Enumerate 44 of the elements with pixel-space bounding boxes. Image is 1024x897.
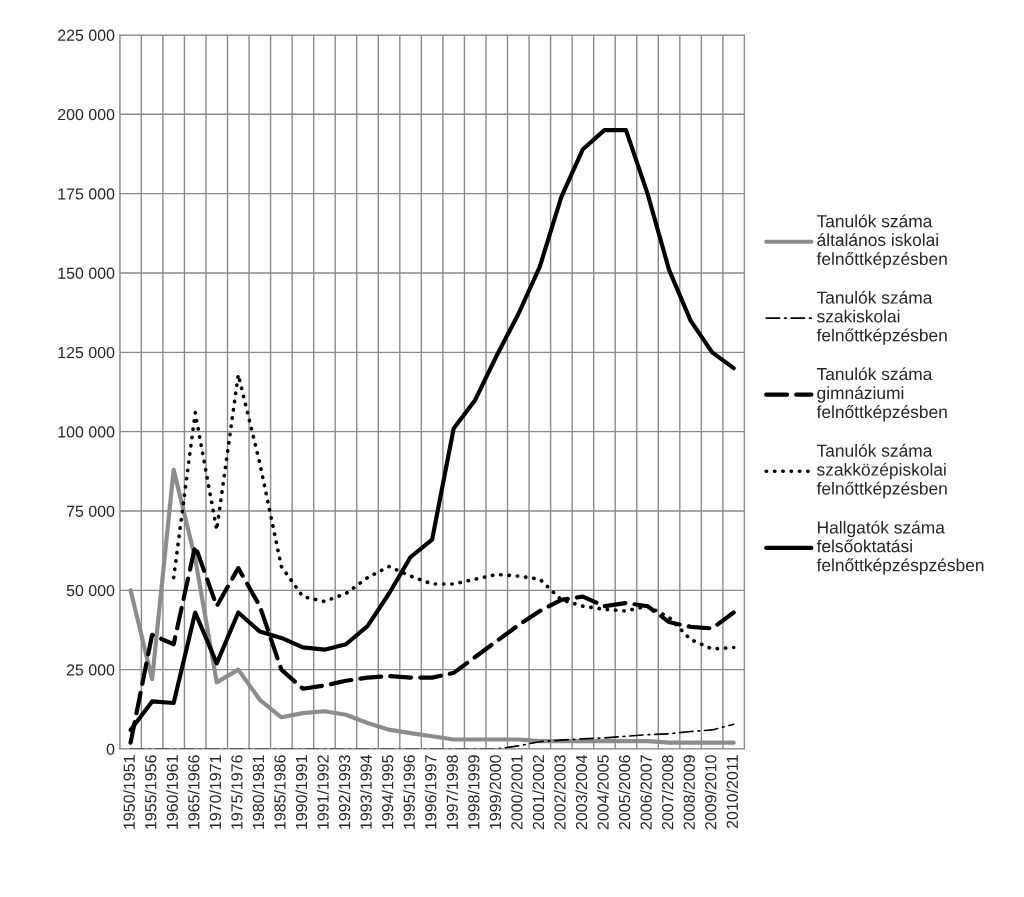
x-tick-label: 1998/1999 [467,755,480,829]
y-tick-label: 0 [106,743,115,755]
y-tick-label: 175 000 [58,188,115,200]
x-tick-label: 2005/2006 [618,755,631,830]
x-tick-label: 2003/2004 [575,755,588,830]
x-tick-label: 1950/1951 [123,755,135,829]
y-tick-label: 100 000 [58,426,115,438]
y-tick-label: 125 000 [58,346,115,359]
x-tick-label: 2007/2008 [661,755,674,830]
x-tick-label: 1992/1993 [338,755,351,829]
x-tick-label: 1995/1996 [403,755,415,829]
legend-label: Tanulók száma gimnáziumi felnőttképzésben [816,367,947,422]
x-tick-label: 1960/1961 [166,755,178,829]
x-tick-label: 2008/2009 [683,755,695,830]
legend-label: Hallgatók száma felsőoktatási felnőttképzéspzésben [816,520,984,575]
x-tick-label: 1996/1997 [424,755,437,829]
y-tick-label: 225 000 [58,29,115,41]
x-tick-label: 2006/2007 [640,755,652,830]
x-tick-label: 1985/1986 [273,755,286,829]
y-tick-label: 50 000 [66,584,115,597]
x-tick-label: 2001/2002 [532,755,545,830]
x-tick-label: 2000/2001 [510,755,523,830]
x-tick-label: 2010/2011 [726,755,738,829]
x-tick-label: 1980/1981 [252,755,265,829]
legend-label: Tanulók száma általános iskolai felnőttképzésben [816,214,947,269]
x-tick-label: 2002/2003 [553,755,566,830]
x-tick-label: 1991/1992 [316,755,329,829]
legend-label: Tanulók száma szakiskolai felnőttképzésben [816,290,947,345]
x-tick-label: 1990/1991 [295,755,308,829]
x-tick-label: 1970/1971 [209,755,222,829]
y-tick-label: 25 000 [66,664,115,676]
x-tick-label: 1965/1966 [187,755,200,829]
x-tick-label: 1993/1994 [360,755,372,829]
x-tick-label: 2004/2005 [597,755,609,830]
y-tick-label: 200 000 [58,108,115,121]
x-tick-label: 1999/2000 [489,755,502,829]
x-tick-label: 1994/1995 [381,755,394,829]
x-tick-label: 2009/2010 [704,755,717,830]
y-tick-label: 150 000 [58,267,115,279]
x-tick-label: 1997/1998 [446,755,458,829]
x-tick-label: 1975/1976 [230,755,243,829]
y-tick-label: 75 000 [66,505,115,517]
legend-label: Tanulók száma szakközépiskolai felnőttképzésben [816,443,947,499]
x-tick-label: 1955/1956 [144,755,157,829]
